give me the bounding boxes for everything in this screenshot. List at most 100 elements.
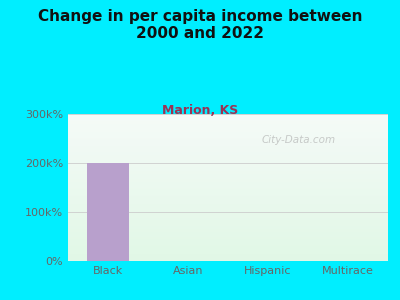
- Bar: [68, 239, 388, 240]
- Bar: [68, 252, 388, 253]
- Bar: [68, 212, 388, 214]
- Bar: [68, 254, 388, 255]
- Bar: [68, 117, 388, 118]
- Bar: [68, 173, 388, 174]
- Bar: [68, 223, 388, 224]
- Bar: [68, 121, 388, 123]
- Bar: [68, 161, 388, 163]
- Bar: [68, 149, 388, 151]
- Bar: [68, 168, 388, 170]
- Bar: [68, 163, 388, 164]
- Bar: [327, 260, 369, 261]
- Bar: [68, 214, 388, 215]
- Bar: [68, 129, 388, 130]
- Bar: [68, 221, 388, 223]
- Text: Marion, KS: Marion, KS: [162, 103, 238, 116]
- Bar: [68, 204, 388, 205]
- Bar: [68, 118, 388, 120]
- Text: City-Data.com: City-Data.com: [261, 136, 336, 146]
- Bar: [68, 137, 388, 139]
- Bar: [68, 126, 388, 127]
- Bar: [68, 151, 388, 152]
- Bar: [68, 130, 388, 132]
- Bar: [68, 140, 388, 142]
- Bar: [68, 217, 388, 218]
- Bar: [68, 186, 388, 188]
- Bar: [68, 238, 388, 239]
- Bar: [68, 243, 388, 245]
- Bar: [68, 133, 388, 135]
- Bar: [68, 218, 388, 220]
- Bar: [68, 256, 388, 258]
- Bar: [68, 255, 388, 256]
- Bar: [68, 245, 388, 246]
- Bar: [68, 192, 388, 194]
- Bar: [68, 230, 388, 232]
- Bar: [68, 127, 388, 129]
- Bar: [68, 179, 388, 180]
- Bar: [68, 180, 388, 182]
- Bar: [68, 154, 388, 155]
- Bar: [68, 194, 388, 195]
- Bar: [68, 198, 388, 199]
- Bar: [68, 229, 388, 230]
- Bar: [68, 189, 388, 190]
- Bar: [68, 207, 388, 208]
- Bar: [68, 171, 388, 173]
- Bar: [68, 174, 388, 176]
- Bar: [68, 182, 388, 183]
- Bar: [68, 215, 388, 217]
- Bar: [68, 152, 388, 154]
- Bar: [68, 148, 388, 149]
- Bar: [68, 240, 388, 242]
- Bar: [68, 202, 388, 204]
- Bar: [68, 167, 388, 168]
- Bar: [68, 120, 388, 121]
- Bar: [68, 232, 388, 233]
- Bar: [68, 155, 388, 157]
- Bar: [68, 124, 388, 126]
- Bar: [68, 184, 388, 186]
- Bar: [68, 224, 388, 226]
- Bar: [68, 205, 388, 207]
- Bar: [68, 123, 388, 124]
- Bar: [68, 248, 388, 249]
- Bar: [68, 226, 388, 227]
- Bar: [87, 163, 129, 261]
- Bar: [68, 208, 388, 209]
- Bar: [68, 249, 388, 251]
- Bar: [68, 188, 388, 189]
- Bar: [68, 114, 388, 116]
- Bar: [68, 139, 388, 140]
- Bar: [68, 190, 388, 192]
- Bar: [68, 164, 388, 165]
- Bar: [68, 227, 388, 229]
- Bar: [68, 160, 388, 161]
- Bar: [68, 142, 388, 143]
- Bar: [68, 235, 388, 236]
- Bar: [68, 176, 388, 177]
- Bar: [68, 242, 388, 243]
- Bar: [68, 260, 388, 261]
- Bar: [68, 135, 388, 136]
- Bar: [68, 143, 388, 145]
- Bar: [68, 116, 388, 117]
- Bar: [68, 145, 388, 146]
- Bar: [68, 233, 388, 235]
- Bar: [68, 246, 388, 248]
- Bar: [68, 220, 388, 221]
- Bar: [68, 199, 388, 201]
- Bar: [68, 258, 388, 260]
- Bar: [68, 236, 388, 238]
- Bar: [68, 177, 388, 179]
- Bar: [68, 157, 388, 158]
- Bar: [68, 211, 388, 212]
- Bar: [68, 170, 388, 171]
- Bar: [68, 183, 388, 184]
- Bar: [68, 132, 388, 133]
- Bar: [68, 136, 388, 137]
- Bar: [68, 209, 388, 211]
- Bar: [68, 251, 388, 252]
- Bar: [68, 196, 388, 198]
- Bar: [68, 146, 388, 148]
